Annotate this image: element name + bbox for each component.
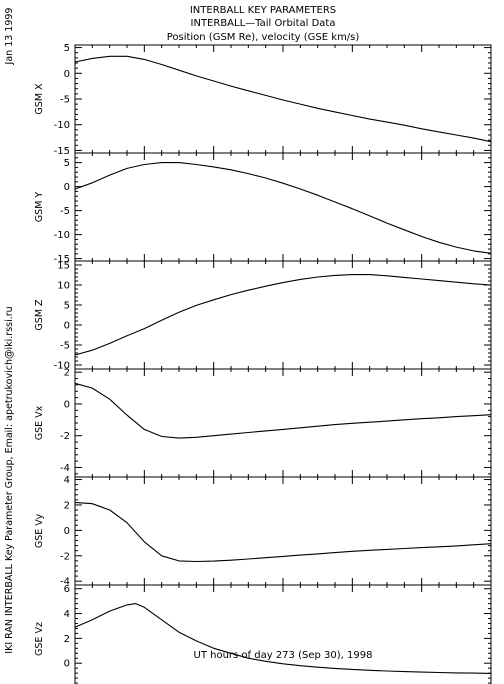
series-line (74, 55, 492, 143)
figure-units-line: Position (GSM Re), velocity (GSE km/s) (167, 32, 360, 43)
side-credit-label: IKI RAN INTERBALL Key Parameter Group, E… (4, 306, 15, 653)
y-tick-label: 15 (57, 261, 70, 272)
panels-group: 5 0 -5 -10 -15 GSM X 5 0 -5 -10 -15 GSM Y 15 10 5 0 -5 -1… (34, 43, 492, 684)
y-tick-label: -10 (54, 230, 70, 241)
y-tick-label: 0 (64, 182, 70, 193)
y-tick-label: -2 (60, 551, 70, 562)
y-tick-label: 0 (64, 526, 70, 537)
y-tick-label: -2 (60, 431, 70, 442)
y-tick-label: 2 (64, 634, 70, 645)
y-tick-label: -5 (60, 206, 70, 217)
series-line (74, 501, 492, 563)
y-axis-label: GSE Vz (34, 622, 45, 656)
panel-frame (74, 476, 492, 586)
y-tick-label: 0 (64, 399, 70, 410)
y-tick-label: 2 (64, 500, 70, 511)
y-tick-label: -10 (54, 361, 70, 372)
series-line (74, 274, 492, 356)
y-axis-label: GSE Vy (34, 513, 45, 548)
y-axis-label: GSM Y (34, 192, 45, 223)
y-tick-label: -4 (60, 463, 70, 474)
y-tick-label: 0 (64, 321, 70, 332)
y-tick-label: 5 (64, 158, 70, 169)
y-axis-label: GSM X (34, 83, 45, 115)
y-tick-label: -4 (60, 577, 70, 588)
x-axis-label: UT hours of day 273 (Sep 30), 1998 (194, 650, 373, 661)
y-tick-label: -15 (54, 254, 70, 265)
y-tick-label: 6 (64, 584, 70, 595)
side-date-label: Jan 13 1999 (4, 8, 15, 66)
series-line (74, 603, 492, 674)
y-tick-label: 4 (64, 609, 70, 620)
y-tick-label: -5 (60, 341, 70, 352)
y-tick-label: 0 (64, 659, 70, 670)
series-line (74, 382, 492, 439)
y-tick-label: 10 (57, 281, 70, 292)
y-tick-label: 5 (64, 301, 70, 312)
series-line (74, 162, 492, 254)
y-axis-label: GSE Vx (34, 405, 45, 440)
y-tick-label: -15 (54, 146, 70, 157)
y-tick-label: 2 (64, 368, 70, 379)
y-tick-label: -10 (54, 120, 70, 131)
panel-frame (74, 260, 492, 370)
figure-subtitle: INTERBALL—Tail Orbital Data (191, 18, 336, 29)
y-axis-label: GSM Z (34, 299, 45, 331)
y-tick-label: 5 (64, 43, 70, 54)
panel-frame (74, 584, 492, 684)
panel-frame (74, 152, 492, 262)
figure-title: INTERBALL KEY PARAMETERS (190, 5, 336, 16)
y-tick-label: 0 (64, 69, 70, 80)
panel-frame (74, 44, 492, 154)
y-tick-label: -5 (60, 95, 70, 106)
y-tick-label: 4 (64, 475, 70, 486)
